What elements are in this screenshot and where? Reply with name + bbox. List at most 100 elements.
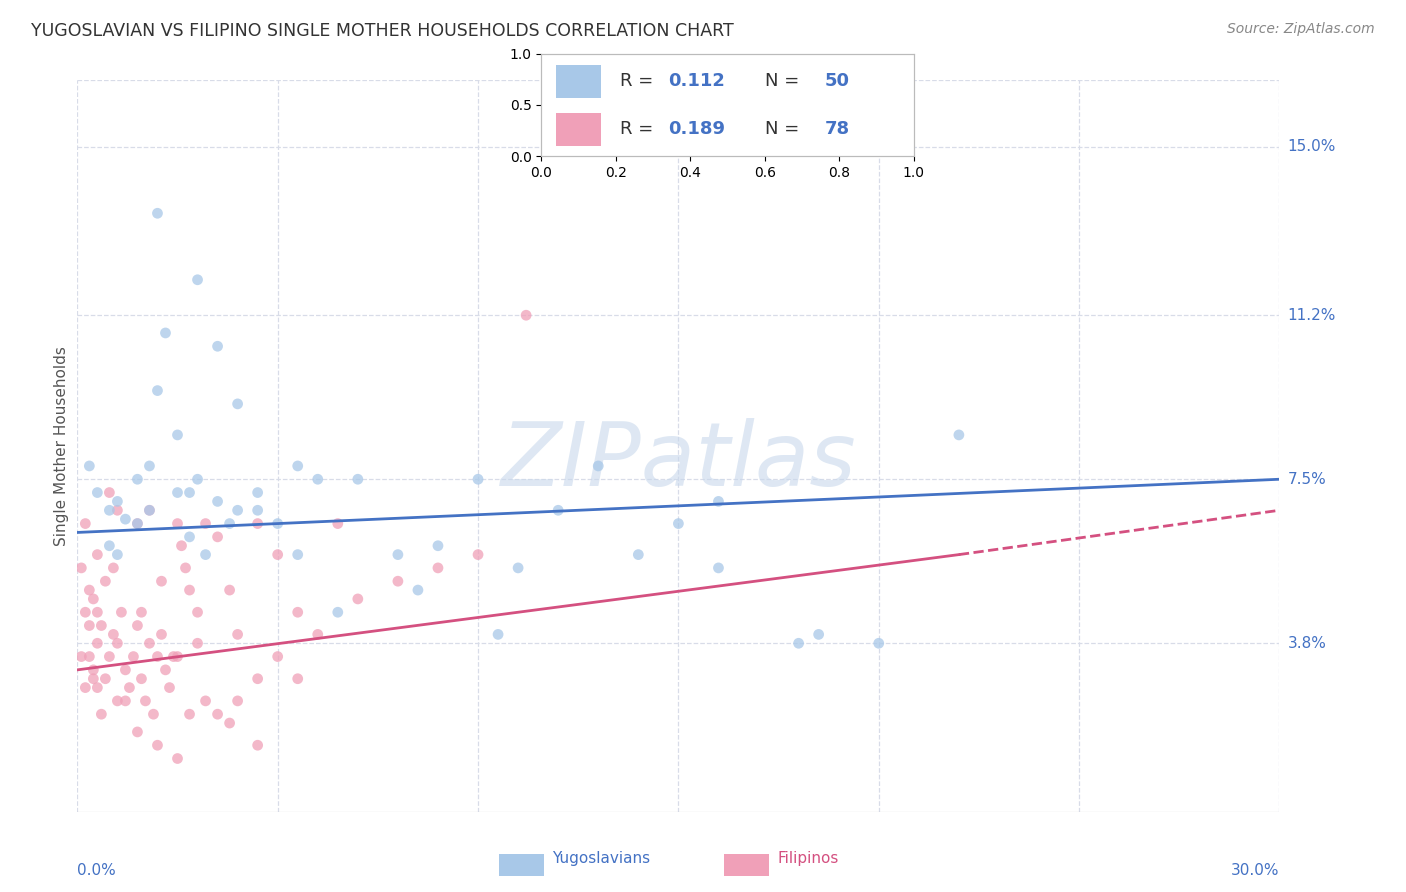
Point — [86, 605, 108, 619]
Point — [508, 561, 530, 575]
Point — [194, 548, 217, 562]
Point — [138, 636, 160, 650]
Point — [179, 530, 201, 544]
Point — [142, 707, 165, 722]
Point — [467, 548, 489, 562]
Point — [627, 548, 650, 562]
Text: N =: N = — [765, 120, 804, 138]
Point — [131, 672, 153, 686]
Point — [127, 725, 149, 739]
Bar — [557, 65, 600, 97]
Point — [948, 428, 970, 442]
Point — [127, 516, 149, 531]
Point — [94, 574, 117, 589]
Point — [246, 485, 269, 500]
Point — [131, 605, 153, 619]
Text: 0.112: 0.112 — [668, 72, 725, 90]
Point — [226, 627, 249, 641]
Point — [226, 694, 249, 708]
Point — [287, 458, 309, 473]
Point — [146, 384, 169, 398]
Point — [146, 206, 169, 220]
Point — [287, 548, 309, 562]
Point — [94, 672, 117, 686]
Point — [515, 308, 537, 322]
Point — [194, 694, 217, 708]
Point — [103, 561, 125, 575]
Point — [226, 503, 249, 517]
Point — [246, 738, 269, 752]
Point — [174, 561, 197, 575]
Point — [218, 583, 240, 598]
Point — [186, 472, 209, 486]
Point — [166, 649, 188, 664]
Point — [86, 681, 108, 695]
Point — [70, 649, 93, 664]
Point — [146, 649, 169, 664]
Point — [807, 627, 830, 641]
Point — [218, 716, 240, 731]
Point — [207, 339, 229, 353]
Point — [98, 649, 121, 664]
Point — [186, 605, 209, 619]
Point — [868, 636, 890, 650]
Point — [588, 458, 610, 473]
Text: Source: ZipAtlas.com: Source: ZipAtlas.com — [1227, 22, 1375, 37]
Point — [79, 583, 101, 598]
Point — [114, 663, 136, 677]
Text: R =: R = — [620, 120, 658, 138]
Text: 50: 50 — [824, 72, 849, 90]
Text: YUGOSLAVIAN VS FILIPINO SINGLE MOTHER HOUSEHOLDS CORRELATION CHART: YUGOSLAVIAN VS FILIPINO SINGLE MOTHER HO… — [31, 22, 734, 40]
Point — [146, 738, 169, 752]
Point — [668, 516, 690, 531]
Point — [90, 707, 112, 722]
Point — [82, 663, 104, 677]
Bar — [557, 113, 600, 145]
Point — [166, 485, 188, 500]
Point — [86, 548, 108, 562]
Point — [186, 636, 209, 650]
Point — [107, 548, 129, 562]
Point — [427, 539, 450, 553]
Point — [287, 672, 309, 686]
Point — [75, 516, 97, 531]
Point — [114, 512, 136, 526]
Point — [150, 574, 173, 589]
Point — [79, 618, 101, 632]
Point — [107, 636, 129, 650]
Point — [86, 485, 108, 500]
Point — [787, 636, 810, 650]
Point — [79, 458, 101, 473]
Point — [98, 539, 121, 553]
Point — [267, 548, 290, 562]
Point — [75, 681, 97, 695]
Point — [267, 516, 290, 531]
Point — [207, 707, 229, 722]
Point — [179, 707, 201, 722]
Point — [207, 494, 229, 508]
Point — [138, 503, 160, 517]
Bar — [724, 854, 769, 876]
Point — [166, 751, 188, 765]
Point — [127, 516, 149, 531]
Text: Filipinos: Filipinos — [778, 851, 839, 865]
Point — [226, 397, 249, 411]
Point — [114, 694, 136, 708]
Point — [186, 273, 209, 287]
Point — [162, 649, 184, 664]
Point — [194, 516, 217, 531]
Text: 30.0%: 30.0% — [1232, 863, 1279, 878]
Point — [127, 618, 149, 632]
Text: R =: R = — [620, 72, 658, 90]
Point — [246, 516, 269, 531]
Point — [267, 649, 290, 664]
Point — [326, 605, 349, 619]
Point — [307, 472, 329, 486]
Point — [218, 516, 240, 531]
Point — [138, 458, 160, 473]
Point — [387, 574, 409, 589]
Point — [166, 516, 188, 531]
Point — [98, 503, 121, 517]
Text: 0.0%: 0.0% — [77, 863, 117, 878]
Text: N =: N = — [765, 72, 804, 90]
